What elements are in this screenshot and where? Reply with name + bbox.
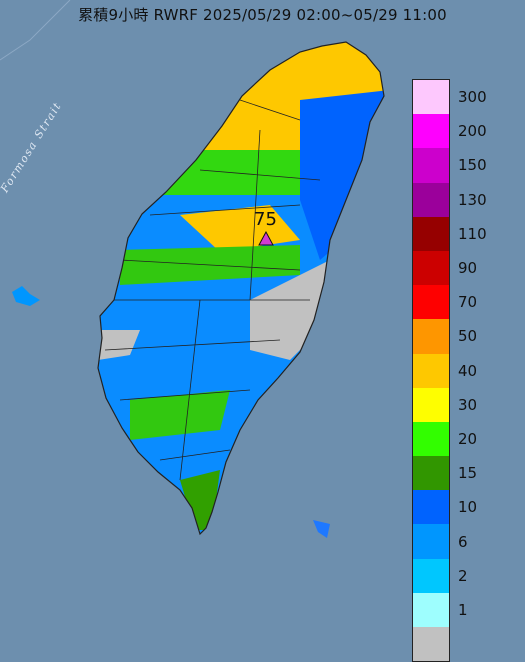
legend-swatch [413, 456, 449, 491]
legend-swatch [413, 353, 449, 388]
legend-label: 6 [458, 532, 468, 551]
legend-label: 110 [458, 224, 487, 243]
legend-swatch [413, 285, 449, 320]
legend-label: 150 [458, 156, 487, 175]
philippines-islet [313, 520, 330, 538]
rainfall-legend [412, 79, 450, 662]
legend-label: 10 [458, 498, 478, 517]
legend-label: 50 [458, 327, 478, 346]
rain-band-south-green [130, 390, 230, 440]
legend-label: 1 [458, 601, 468, 619]
legend-swatch [413, 114, 449, 149]
legend-label: 40 [458, 361, 478, 380]
legend-swatch [413, 216, 449, 251]
legend-swatch [413, 319, 449, 354]
penghu-islands [12, 286, 40, 306]
legend-swatch [413, 524, 449, 559]
legend-label: 20 [458, 430, 478, 448]
legend-swatch [413, 80, 449, 115]
legend-label: 30 [458, 395, 478, 414]
legend-swatch [413, 182, 449, 217]
max-rain-marker [258, 230, 274, 246]
china-coast-outline [0, 0, 71, 61]
county-boundaries [104, 99, 321, 481]
legend-label: 2 [458, 566, 468, 585]
legend-swatch [413, 421, 449, 457]
legend-label: 200 [458, 122, 487, 141]
legend-swatch [413, 490, 449, 525]
legend-swatch [413, 387, 449, 422]
legend-label: 70 [458, 293, 478, 312]
legend-swatch [413, 558, 449, 593]
map-title: 累積9小時 RWRF 2025/05/29 02:00~05/29 11:00 [78, 6, 447, 24]
legend-swatch [413, 627, 449, 662]
legend-swatch [413, 250, 449, 286]
no-rain-southwest [98, 330, 140, 360]
legend-label: 15 [458, 464, 478, 483]
max-rain-value: 75 [254, 209, 277, 230]
legend-swatch [413, 148, 449, 183]
legend-swatch [413, 592, 449, 627]
legend-label: 300 [458, 88, 487, 106]
legend-label: 90 [458, 259, 478, 277]
rain-band-south-tip [180, 470, 220, 530]
legend-label: 130 [458, 190, 487, 209]
